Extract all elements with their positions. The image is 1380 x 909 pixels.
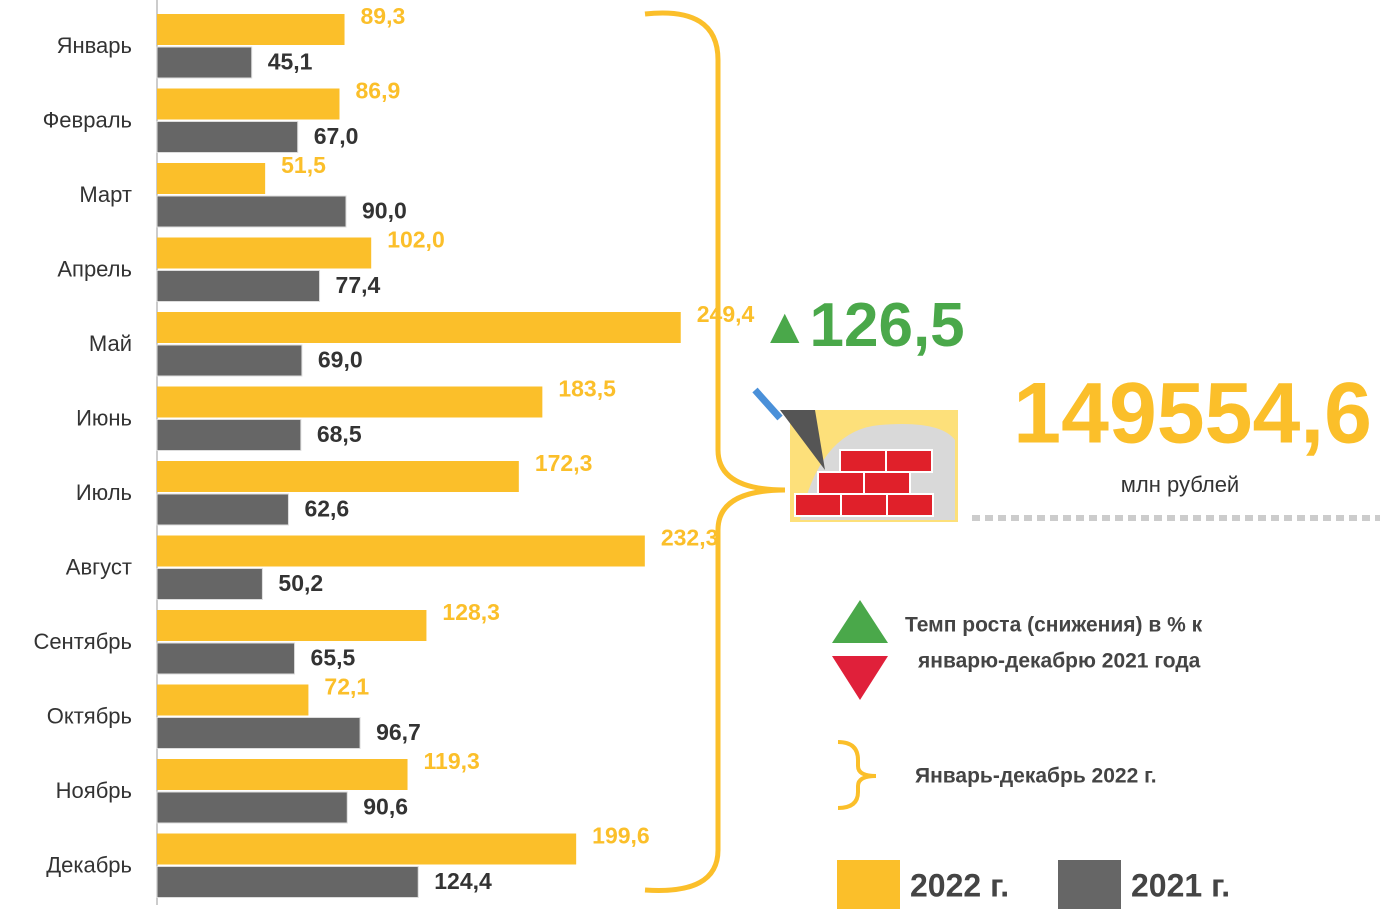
- category-label: Октябрь: [47, 703, 132, 728]
- bar: [157, 684, 309, 716]
- legend-label: 2021 г.: [1131, 867, 1230, 903]
- bar: [156, 791, 348, 824]
- value-label: 199,6: [592, 823, 650, 849]
- category-label: Июнь: [76, 405, 132, 430]
- value-label: 90,0: [362, 198, 407, 224]
- value-label: 96,7: [376, 719, 421, 745]
- value-label: 69,0: [318, 347, 363, 373]
- down-triangle: [832, 656, 888, 700]
- category-label: Август: [66, 554, 132, 579]
- category-label: Сентябрь: [33, 629, 132, 654]
- growth-value: 126,5: [810, 291, 965, 360]
- value-label: 72,1: [324, 674, 369, 700]
- value-label: 77,4: [336, 272, 381, 298]
- brick-icon: [752, 387, 958, 522]
- bar: [157, 312, 681, 343]
- bar: [156, 866, 419, 898]
- value-label: 51,5: [281, 152, 326, 178]
- value-label: 67,0: [314, 123, 359, 149]
- bar: [156, 121, 299, 153]
- category-label: Ноябрь: [56, 778, 132, 803]
- category-label: Июль: [76, 480, 132, 505]
- bar: [156, 493, 289, 526]
- value-label: 249,4: [697, 301, 755, 327]
- note-line: Темп роста (снижения) в % к: [905, 614, 1203, 637]
- value-label: 124,4: [434, 868, 492, 894]
- value-label: 65,5: [311, 645, 356, 671]
- bar: [157, 610, 427, 641]
- value-label: 89,3: [361, 3, 406, 29]
- category-label: Февраль: [43, 107, 132, 132]
- value-label: 119,3: [424, 748, 480, 774]
- value-label: 68,5: [317, 421, 362, 447]
- bar: [157, 237, 372, 269]
- value-label: 45,1: [268, 49, 313, 75]
- category-label: Май: [89, 331, 132, 356]
- unit-label: млн рублей: [1121, 472, 1239, 497]
- value-label: 102,0: [387, 227, 445, 253]
- bar: [156, 642, 296, 675]
- bar: [156, 568, 263, 600]
- bar: [157, 833, 577, 865]
- legend-swatch: [837, 860, 900, 909]
- brace: [644, 10, 786, 893]
- value-label: 172,3: [535, 450, 593, 476]
- bar: [156, 46, 253, 79]
- period-label: Январь-декабрь 2022 г.: [915, 765, 1157, 788]
- bar: [156, 717, 361, 749]
- value-label: 128,3: [442, 599, 500, 625]
- bar: [156, 270, 321, 302]
- category-label: Январь: [57, 33, 132, 58]
- legend-label: 2022 г.: [910, 867, 1009, 903]
- bar: [157, 163, 266, 194]
- value-label: 183,5: [558, 376, 616, 402]
- bar: [156, 419, 302, 451]
- category-label: Апрель: [57, 256, 132, 281]
- bar: [157, 535, 645, 567]
- note-line: январю-декабрю 2021 года: [917, 650, 1201, 673]
- value-label: 62,6: [304, 496, 349, 522]
- category-label: Март: [79, 182, 132, 207]
- bar: [157, 759, 408, 790]
- up-triangle: [832, 600, 888, 643]
- value-label: 232,3: [661, 525, 719, 551]
- value-label: 90,6: [363, 794, 408, 820]
- small-brace: [837, 740, 877, 810]
- bar: [157, 386, 543, 418]
- bar: [156, 344, 303, 377]
- value-label: 86,9: [355, 78, 400, 104]
- value-label: 50,2: [278, 570, 323, 596]
- bar: [156, 195, 347, 228]
- legend-swatch: [1058, 860, 1121, 909]
- category-label: Декабрь: [46, 852, 132, 877]
- bar: [157, 14, 345, 45]
- growth-triangle-label: ▲126,5: [760, 291, 965, 360]
- bar: [157, 461, 519, 492]
- bar: [157, 88, 340, 120]
- total-value: 149554,6: [1013, 366, 1372, 462]
